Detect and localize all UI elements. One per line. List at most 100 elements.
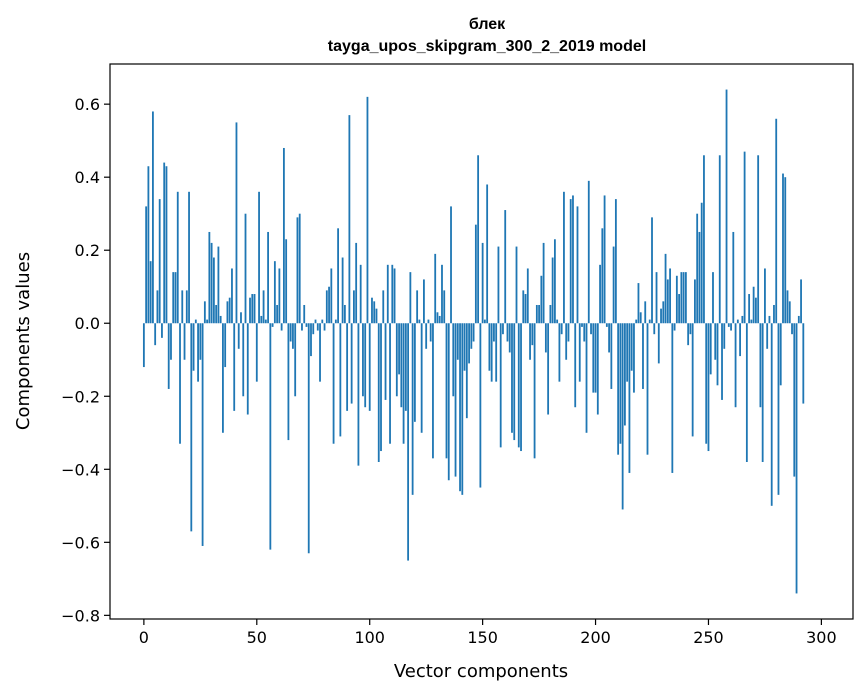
bar <box>594 323 597 393</box>
bar <box>558 323 561 382</box>
bar <box>292 323 294 349</box>
bar <box>210 242 213 324</box>
bar <box>723 323 726 349</box>
bar <box>454 323 457 477</box>
bar <box>443 290 446 324</box>
bar <box>407 323 410 561</box>
bar <box>303 304 306 324</box>
bar <box>332 323 335 444</box>
bar <box>472 323 475 342</box>
bar <box>319 323 321 382</box>
bar <box>687 323 690 346</box>
bar <box>384 323 387 400</box>
chart-title: блек <box>469 16 506 33</box>
bar <box>599 264 601 324</box>
bar <box>258 191 260 324</box>
bar <box>222 323 224 433</box>
bar <box>624 323 626 426</box>
bar <box>179 323 181 444</box>
bar <box>581 323 583 327</box>
bar <box>163 162 166 324</box>
bar <box>305 323 308 327</box>
x-tick-label: 200 <box>580 628 611 647</box>
bar <box>206 319 209 324</box>
bar <box>199 323 202 360</box>
bar <box>395 323 398 397</box>
bar <box>481 242 484 324</box>
bar <box>795 323 798 594</box>
bar <box>666 279 669 324</box>
bar <box>779 323 782 386</box>
bar <box>357 323 360 466</box>
bar <box>754 297 757 324</box>
bar <box>402 323 405 444</box>
bar <box>310 323 312 357</box>
bar <box>712 272 714 324</box>
bar <box>461 323 464 495</box>
bar <box>797 315 800 324</box>
bar <box>639 312 642 324</box>
bar <box>154 323 157 346</box>
bar <box>301 323 303 331</box>
bar <box>551 257 554 324</box>
bar <box>278 268 281 324</box>
bar <box>572 195 574 324</box>
bar <box>445 323 448 459</box>
bar <box>565 323 568 360</box>
bar <box>538 304 540 324</box>
bar <box>411 323 414 495</box>
bar <box>529 323 531 360</box>
bar <box>359 264 362 324</box>
bar <box>563 191 565 324</box>
bar <box>603 195 606 324</box>
bar <box>628 323 631 473</box>
bar <box>391 264 394 324</box>
bar <box>750 319 753 324</box>
bar <box>145 206 148 324</box>
bar <box>680 272 683 324</box>
bar <box>526 268 529 324</box>
bar <box>549 304 552 324</box>
bar <box>707 323 710 452</box>
bar <box>560 323 563 335</box>
bar <box>470 323 473 349</box>
bar <box>694 279 696 324</box>
bar <box>350 323 353 404</box>
bar <box>427 319 430 324</box>
bar <box>251 294 254 324</box>
y-axis-ticks: −0.8 −0.6 −0.4 −0.2 0.0 0.2 0.4 0.6 <box>61 95 110 625</box>
bar <box>418 319 421 324</box>
bar <box>334 319 337 324</box>
bar <box>438 315 441 324</box>
bar <box>612 246 615 324</box>
x-tick-label: 0 <box>139 628 149 647</box>
bar <box>167 323 170 389</box>
bar <box>764 268 766 324</box>
bar <box>497 246 500 324</box>
bar <box>655 272 658 324</box>
bar <box>373 301 376 324</box>
bar <box>657 323 660 364</box>
bar <box>172 272 175 324</box>
bar <box>269 323 272 550</box>
bar <box>393 268 396 324</box>
bar <box>368 323 371 411</box>
bar <box>531 323 534 346</box>
bar <box>161 323 163 338</box>
bar <box>540 275 543 324</box>
bar <box>488 323 491 371</box>
x-tick-label: 50 <box>247 628 267 647</box>
bar <box>465 323 468 419</box>
bar <box>698 231 701 324</box>
bar <box>585 323 588 433</box>
bar <box>176 191 179 324</box>
bar <box>770 323 773 506</box>
bar-series <box>142 89 805 594</box>
bar <box>608 323 610 353</box>
bar <box>644 301 647 324</box>
bar <box>314 319 317 324</box>
bar <box>255 323 258 382</box>
bar <box>362 323 364 397</box>
bar <box>346 323 349 411</box>
bar <box>766 323 769 349</box>
